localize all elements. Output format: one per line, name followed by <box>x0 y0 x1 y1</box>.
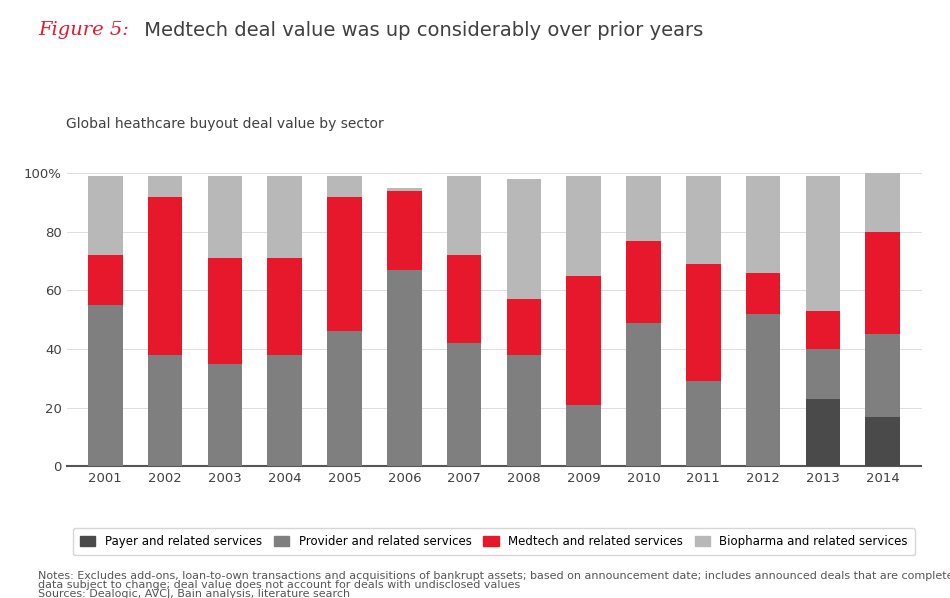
Bar <box>88 305 123 466</box>
Bar <box>327 176 362 197</box>
Bar <box>88 176 123 255</box>
Bar <box>746 314 780 466</box>
Bar <box>806 311 840 349</box>
Bar <box>626 176 661 240</box>
Bar <box>686 176 721 264</box>
Bar <box>327 331 362 466</box>
Bar <box>865 334 900 417</box>
Bar <box>208 176 242 258</box>
Legend: Payer and related services, Provider and related services, Medtech and related s: Payer and related services, Provider and… <box>73 528 915 556</box>
Bar <box>566 176 601 276</box>
Bar <box>806 176 840 311</box>
Bar <box>626 240 661 323</box>
Bar <box>387 191 422 270</box>
Bar <box>566 276 601 405</box>
Text: Figure 5:: Figure 5: <box>38 21 129 39</box>
Bar <box>387 188 422 191</box>
Bar <box>446 255 482 343</box>
Text: Medtech deal value was up considerably over prior years: Medtech deal value was up considerably o… <box>138 21 703 40</box>
Bar <box>387 270 422 466</box>
Bar <box>806 349 840 399</box>
Bar <box>506 179 542 299</box>
Bar <box>865 417 900 466</box>
Bar <box>626 323 661 466</box>
Bar <box>686 264 721 382</box>
Bar <box>267 258 302 355</box>
Bar <box>446 176 482 255</box>
Bar <box>686 382 721 466</box>
Bar <box>446 343 482 466</box>
Bar <box>506 299 542 355</box>
Bar <box>88 255 123 305</box>
Bar <box>208 364 242 466</box>
Bar <box>806 399 840 466</box>
Bar <box>148 197 182 355</box>
Bar <box>208 258 242 364</box>
Bar <box>148 355 182 466</box>
Text: Notes: Excludes add-ons, loan-to-own transactions and acquisitions of bankrupt a: Notes: Excludes add-ons, loan-to-own tra… <box>38 571 950 581</box>
Bar <box>267 355 302 466</box>
Text: data subject to change; deal value does not account for deals with undisclosed v: data subject to change; deal value does … <box>38 580 521 590</box>
Bar <box>746 273 780 314</box>
Bar <box>865 232 900 334</box>
Bar <box>566 405 601 466</box>
Bar <box>267 176 302 258</box>
Bar <box>865 173 900 232</box>
Bar <box>327 197 362 331</box>
Bar <box>148 176 182 197</box>
Bar <box>746 176 780 273</box>
Bar <box>506 355 542 466</box>
Text: Sources: Dealogic, AVCJ, Bain analysis, literature search: Sources: Dealogic, AVCJ, Bain analysis, … <box>38 589 351 598</box>
Text: Global heathcare buyout deal value by sector: Global heathcare buyout deal value by se… <box>66 117 384 130</box>
